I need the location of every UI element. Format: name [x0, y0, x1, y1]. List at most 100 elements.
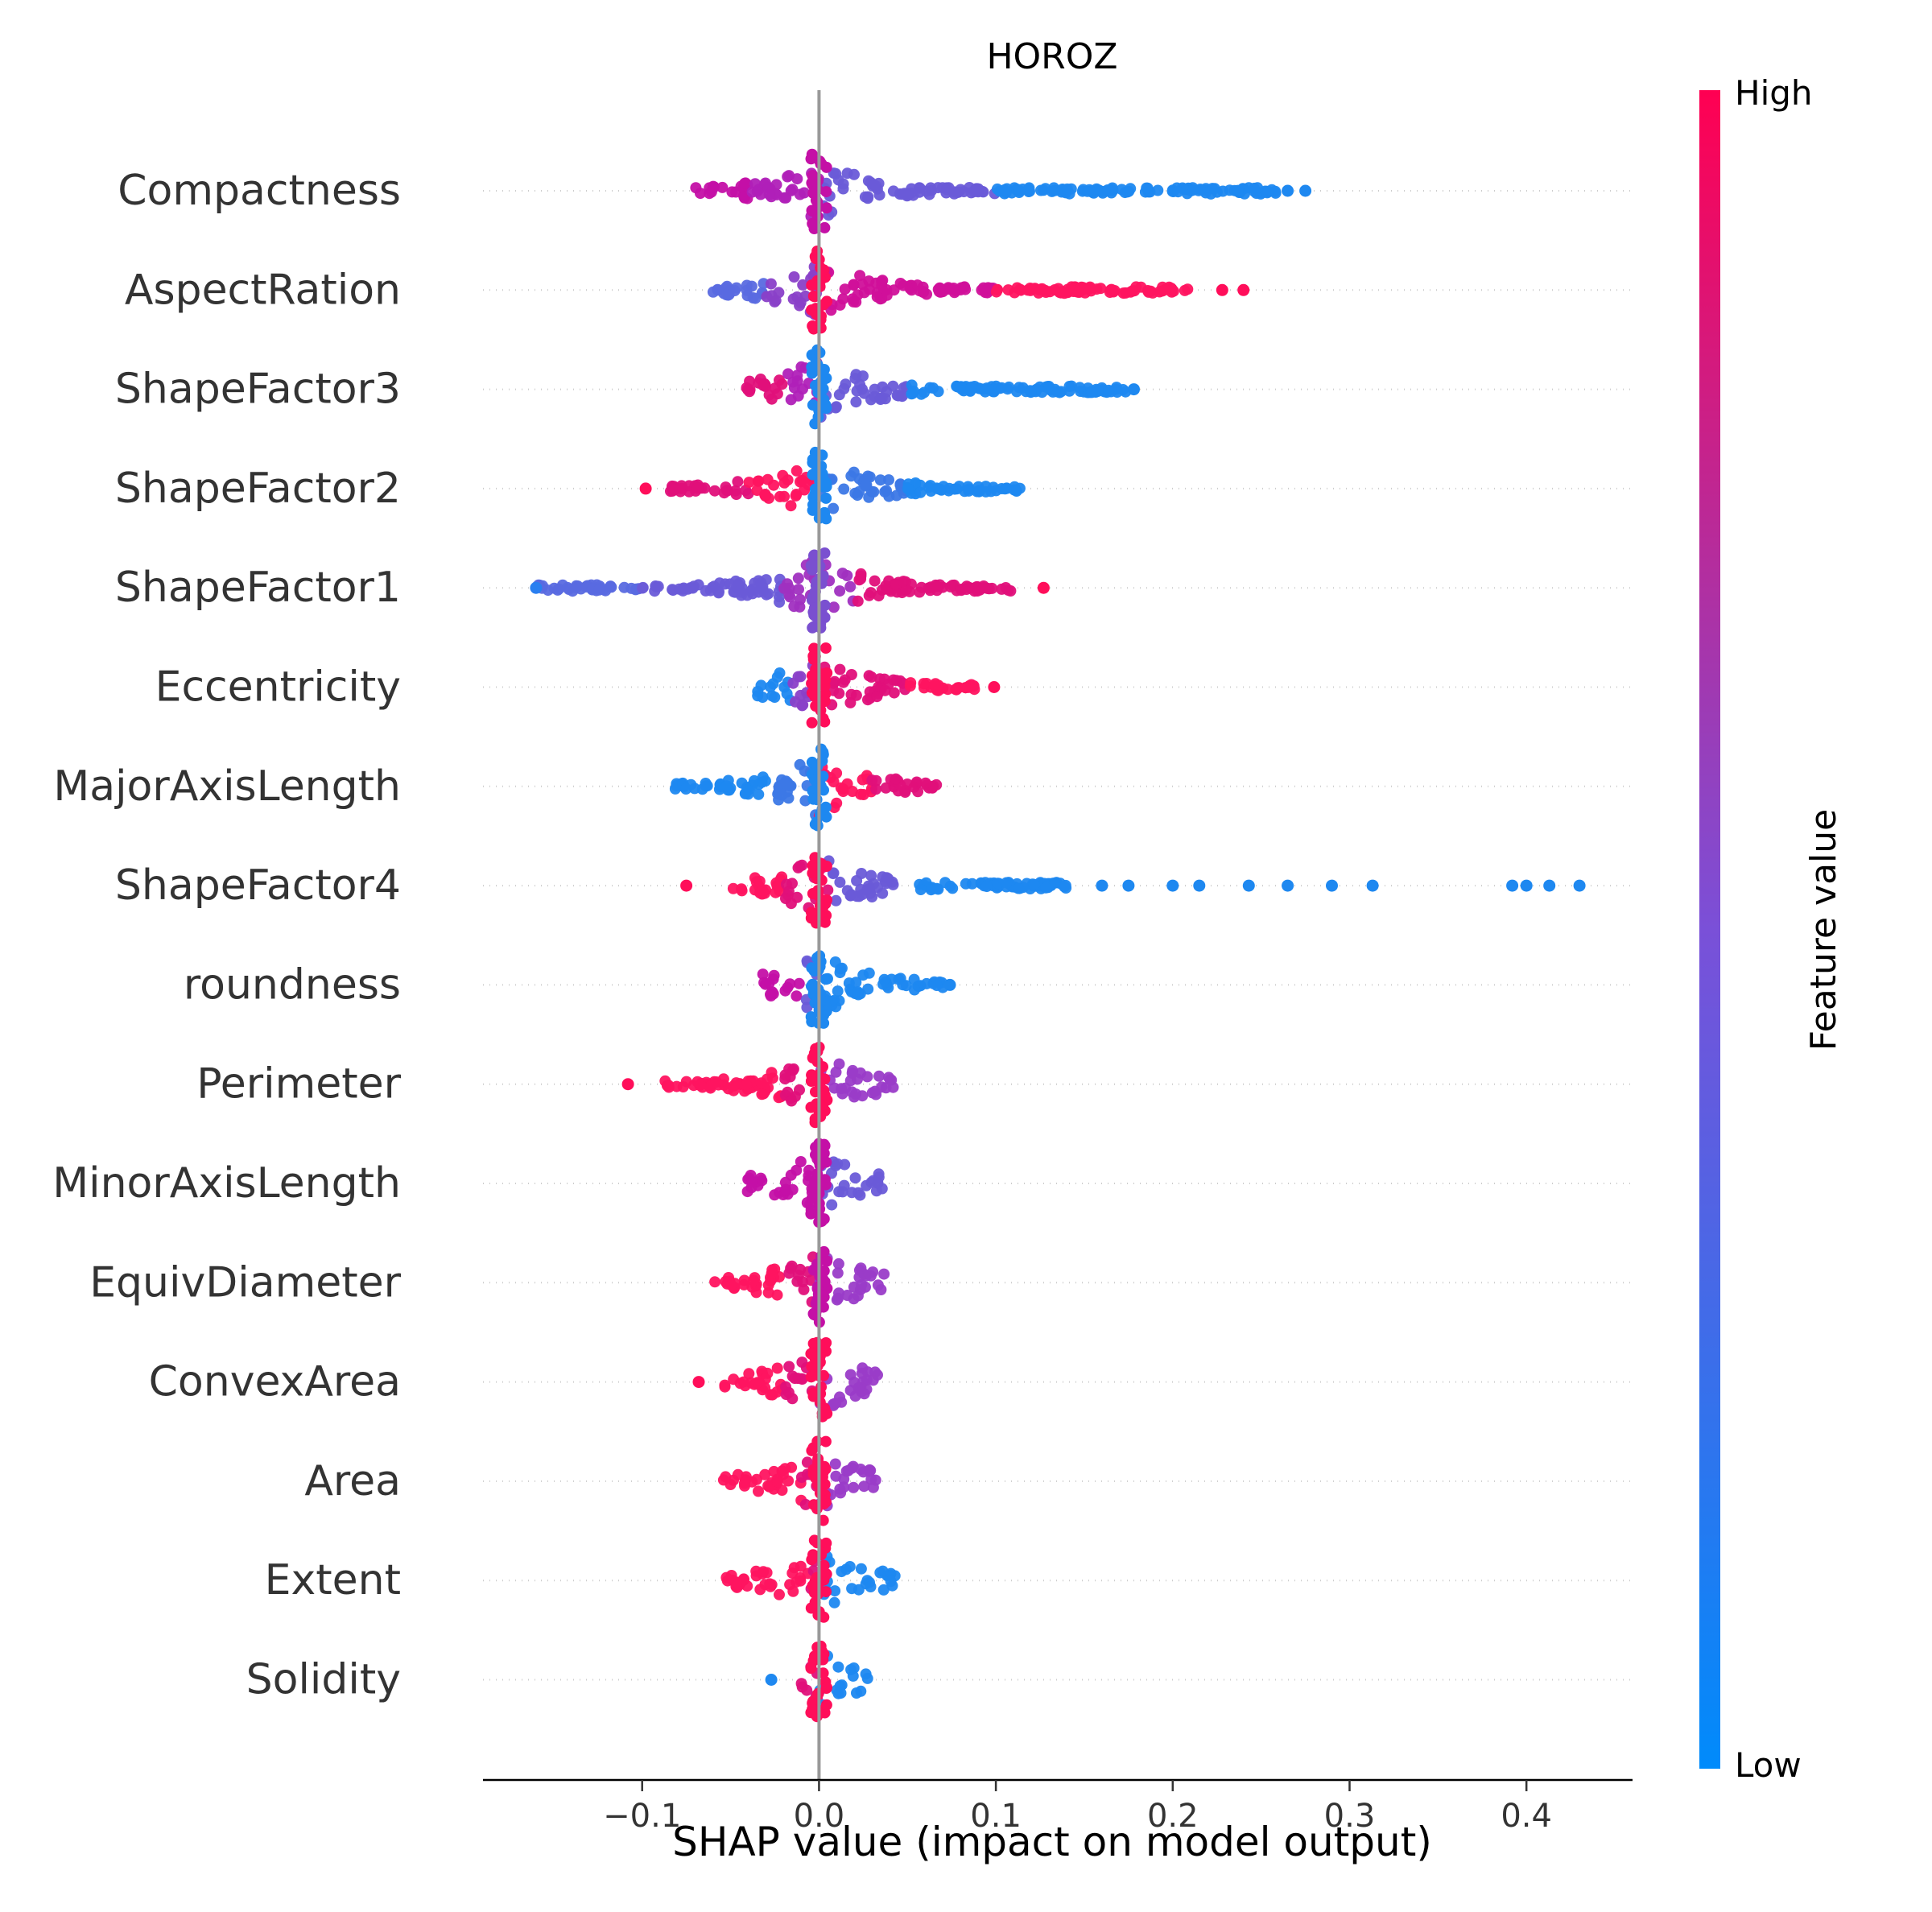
colorbar-title: Feature value	[1803, 809, 1844, 1051]
data-point	[861, 1672, 873, 1684]
data-point	[542, 584, 554, 597]
data-point	[807, 1264, 819, 1276]
data-point	[690, 182, 702, 194]
data-point	[749, 292, 762, 304]
data-point	[807, 983, 819, 995]
data-point	[805, 1662, 817, 1675]
data-point	[736, 885, 748, 897]
feature-row: roundness	[184, 950, 1633, 1029]
data-point	[777, 469, 789, 481]
data-point	[1001, 877, 1013, 889]
feature-label: AspectRation	[125, 266, 401, 314]
data-point	[869, 1366, 881, 1378]
data-point	[881, 386, 893, 398]
data-point	[931, 580, 943, 593]
data-point	[752, 1377, 764, 1389]
data-point	[753, 788, 765, 800]
data-point	[829, 1458, 841, 1470]
data-point	[806, 670, 818, 682]
data-point	[708, 485, 720, 497]
data-point	[787, 293, 799, 305]
data-point	[771, 1289, 783, 1301]
data-point	[834, 1483, 846, 1495]
data-point	[1061, 183, 1073, 195]
data-point	[806, 204, 818, 217]
data-point	[1024, 283, 1036, 294]
data-point	[766, 690, 778, 702]
data-point	[1142, 286, 1154, 298]
feature-label: Area	[304, 1457, 401, 1505]
data-point	[718, 487, 730, 499]
data-point	[861, 884, 873, 896]
data-point	[818, 264, 830, 276]
data-point	[1002, 584, 1014, 597]
data-point	[819, 1478, 831, 1490]
data-point	[979, 386, 991, 398]
data-point	[795, 1678, 807, 1690]
data-point	[780, 1183, 791, 1196]
data-point	[751, 1473, 762, 1485]
data-point	[842, 1464, 854, 1476]
data-point	[827, 868, 839, 880]
data-point	[832, 174, 844, 186]
data-point	[841, 885, 853, 897]
outlier-point	[1520, 879, 1533, 892]
feature-label: Eccentricity	[155, 663, 401, 712]
data-point	[782, 368, 794, 380]
data-point	[786, 1567, 799, 1580]
data-point	[822, 973, 833, 985]
data-point	[671, 1080, 683, 1092]
data-point	[863, 1465, 875, 1477]
data-point	[833, 1058, 845, 1070]
data-point	[820, 161, 832, 173]
data-point	[784, 1579, 796, 1591]
outlier-point	[1096, 879, 1108, 892]
data-point	[880, 782, 892, 794]
colorbar-low-label: Low	[1735, 1745, 1802, 1785]
data-point	[819, 1276, 831, 1288]
data-point	[815, 1101, 828, 1113]
data-point	[830, 894, 842, 906]
data-point	[593, 584, 605, 596]
data-point	[795, 1472, 807, 1483]
data-point	[1141, 182, 1153, 194]
feature-label: ConvexArea	[149, 1358, 401, 1406]
data-point	[1209, 183, 1220, 195]
data-point	[828, 675, 840, 688]
data-point	[858, 387, 870, 399]
data-point	[934, 483, 946, 495]
chart-title: HOROZ	[986, 36, 1117, 77]
outlier-point	[988, 681, 1001, 693]
data-point	[893, 973, 905, 985]
feature-label: MajorAxisLength	[53, 762, 401, 811]
data-point	[854, 270, 866, 282]
feature-row: Area	[304, 1435, 1633, 1526]
data-point	[931, 980, 943, 991]
data-point	[870, 1185, 882, 1197]
data-point	[828, 1596, 840, 1608]
data-point	[799, 484, 811, 496]
data-point	[766, 1389, 778, 1401]
data-point	[725, 1570, 737, 1581]
data-point	[865, 869, 877, 882]
data-point	[850, 296, 862, 308]
data-point	[785, 1262, 797, 1274]
x-tick-label: 0.4	[1501, 1798, 1552, 1835]
data-point	[708, 181, 720, 193]
feature-label: roundness	[184, 960, 401, 1009]
data-point	[951, 683, 963, 696]
data-point	[762, 1286, 774, 1299]
data-point	[914, 884, 927, 895]
outlier-point	[639, 482, 652, 495]
feature-row: Extent	[265, 1534, 1633, 1623]
data-point	[947, 882, 959, 894]
data-point	[819, 642, 832, 654]
data-point	[896, 390, 907, 402]
data-point	[852, 986, 864, 998]
data-point	[700, 584, 712, 597]
data-point	[765, 278, 777, 290]
data-point	[709, 1276, 721, 1288]
data-point	[925, 182, 937, 194]
feature-label: ShapeFactor2	[115, 465, 401, 513]
